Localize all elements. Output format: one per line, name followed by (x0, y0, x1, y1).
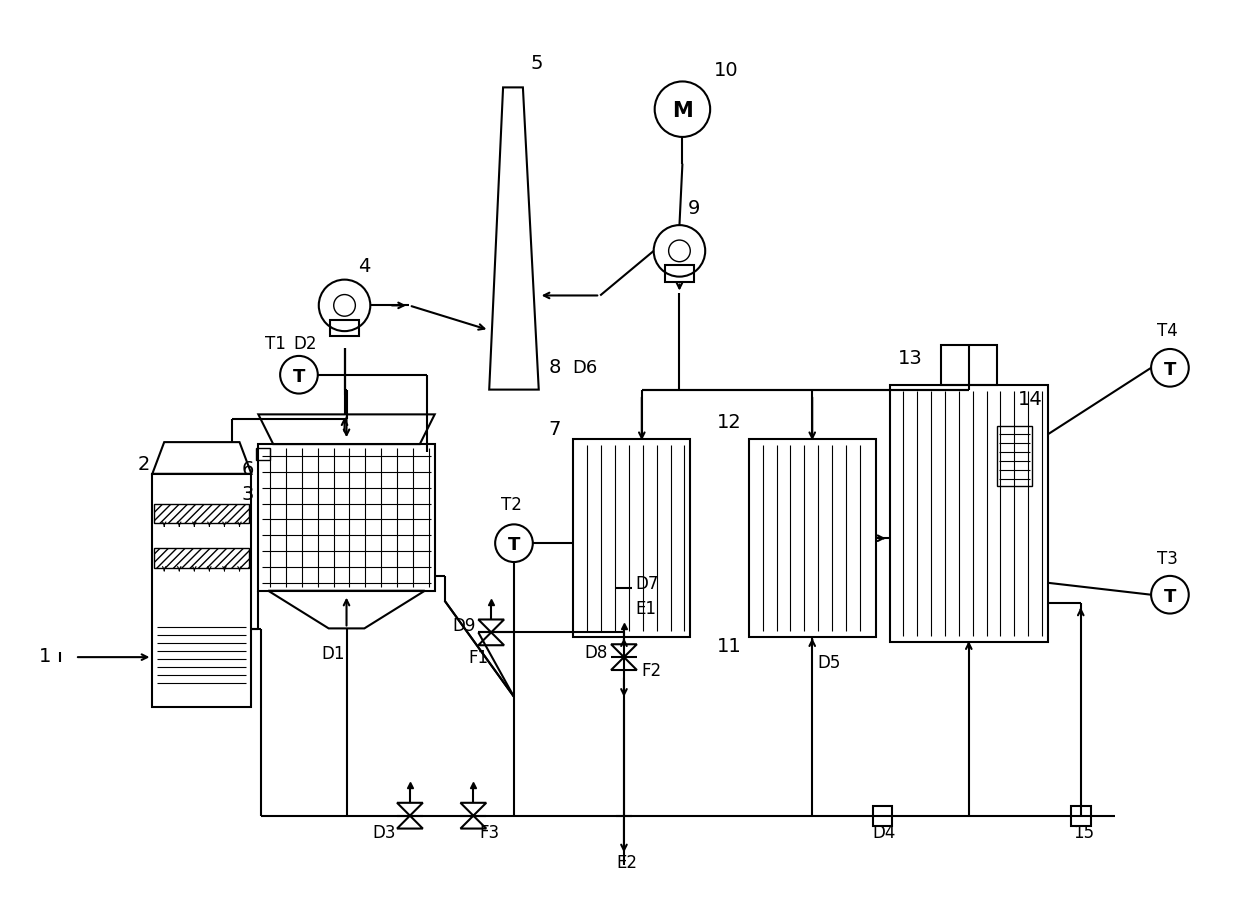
Text: 9: 9 (687, 199, 699, 218)
Bar (154, 548, 249, 568)
Text: M: M (672, 101, 693, 121)
Text: 7: 7 (548, 420, 560, 439)
Text: 11: 11 (717, 637, 742, 656)
Text: 1: 1 (40, 646, 52, 665)
Text: E1: E1 (636, 599, 657, 617)
Text: T4: T4 (1157, 322, 1178, 340)
Bar (873, 806, 893, 825)
Text: T1: T1 (265, 334, 286, 353)
Circle shape (1151, 577, 1189, 614)
Bar (1071, 806, 1091, 825)
Text: D7: D7 (636, 574, 660, 592)
Text: T: T (293, 367, 305, 385)
Text: F3: F3 (480, 824, 500, 842)
Text: 2: 2 (138, 455, 150, 474)
Text: T: T (508, 536, 520, 554)
Text: 3: 3 (242, 484, 254, 503)
Text: F2: F2 (642, 661, 662, 680)
Text: F1: F1 (469, 649, 489, 666)
Bar (749, 440, 875, 638)
Bar (330, 320, 358, 337)
Text: T: T (1164, 361, 1176, 378)
Text: D3: D3 (372, 824, 396, 842)
Text: D8: D8 (584, 643, 608, 661)
Text: T: T (1164, 587, 1176, 605)
Text: 4: 4 (358, 256, 371, 275)
Text: 10: 10 (714, 60, 739, 79)
Bar (258, 445, 435, 591)
Text: D9: D9 (453, 617, 476, 635)
Text: T3: T3 (1157, 549, 1178, 568)
Text: T2: T2 (501, 495, 522, 513)
Bar (257, 448, 270, 460)
Text: D2: D2 (293, 334, 316, 353)
Text: D6: D6 (573, 358, 598, 376)
Text: 8: 8 (548, 357, 560, 376)
Text: 15: 15 (1073, 824, 1094, 842)
Circle shape (280, 356, 317, 394)
Bar (997, 426, 1032, 486)
Bar (666, 266, 693, 282)
Text: D1: D1 (321, 644, 345, 662)
Text: D5: D5 (817, 653, 841, 671)
Text: E2: E2 (616, 854, 637, 871)
Bar (153, 475, 252, 707)
Bar (573, 440, 691, 638)
Text: 14: 14 (1018, 390, 1043, 409)
Circle shape (495, 525, 533, 562)
Text: 5: 5 (531, 54, 543, 73)
Text: 6: 6 (242, 459, 254, 478)
Bar (889, 385, 1048, 642)
Bar (154, 504, 249, 524)
Text: 12: 12 (717, 413, 742, 432)
Bar (941, 345, 997, 385)
Text: 13: 13 (898, 349, 923, 367)
Circle shape (655, 82, 711, 138)
Text: D4: D4 (873, 824, 897, 842)
Circle shape (1151, 350, 1189, 387)
